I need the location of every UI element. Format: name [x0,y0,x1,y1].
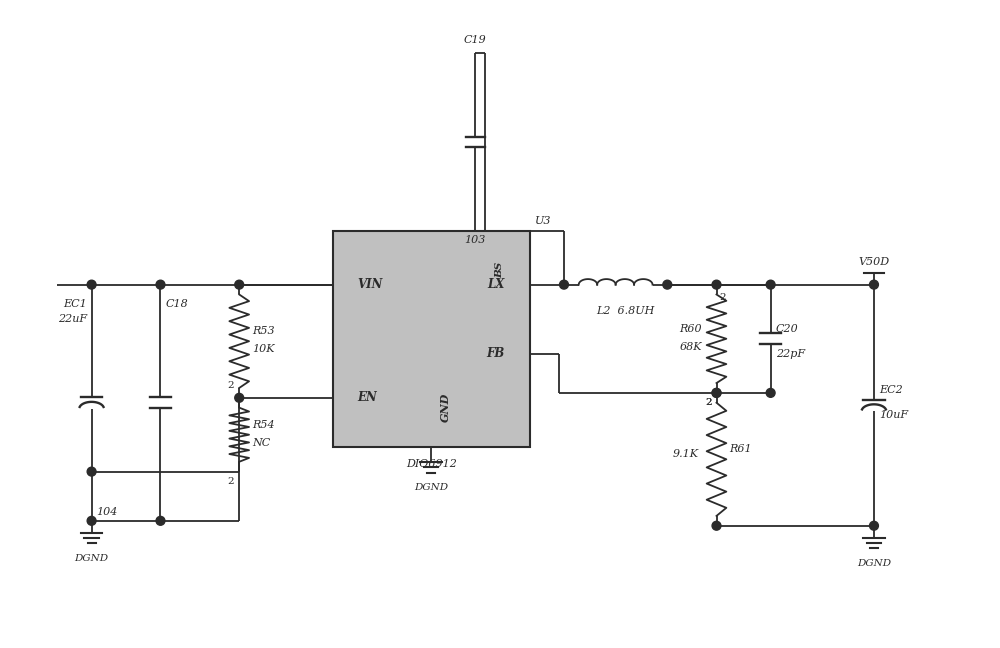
Circle shape [663,280,672,289]
Text: 2: 2 [228,476,234,485]
Text: 22pF: 22pF [776,349,805,358]
Circle shape [156,516,165,526]
Text: VIN: VIN [357,278,383,291]
Text: C18: C18 [165,299,188,309]
Text: R60: R60 [679,324,702,334]
Text: R54: R54 [252,420,275,430]
Text: V50D: V50D [858,257,890,267]
Text: EC1: EC1 [63,299,87,309]
Text: DGND: DGND [414,483,448,492]
Text: 104: 104 [97,507,118,517]
Text: 103: 103 [465,235,486,246]
Circle shape [870,280,878,289]
Circle shape [712,280,721,289]
Text: 10uF: 10uF [879,410,908,420]
Circle shape [156,280,165,289]
Text: L2  6.8UH: L2 6.8UH [596,307,655,316]
Circle shape [235,393,244,402]
Text: EN: EN [357,391,377,404]
Text: R61: R61 [729,445,752,454]
Text: 68K: 68K [679,341,702,352]
Text: GND: GND [440,393,451,422]
Circle shape [87,516,96,526]
Text: 9.1K: 9.1K [672,450,698,459]
Text: BS: BS [496,262,505,278]
Text: DGND: DGND [857,559,891,568]
Text: 2: 2 [705,398,712,407]
Text: C19: C19 [464,36,487,45]
Circle shape [87,280,96,289]
Circle shape [766,280,775,289]
Text: LX: LX [488,278,505,291]
Circle shape [766,388,775,397]
Text: 2: 2 [705,398,712,407]
Text: 22uF: 22uF [58,314,87,324]
Text: 2: 2 [228,381,234,390]
Circle shape [235,280,244,289]
Circle shape [560,280,568,289]
Text: DGND: DGND [75,554,109,562]
Text: U3: U3 [534,216,551,226]
Circle shape [712,388,721,397]
Text: FB: FB [487,347,505,360]
Text: NC: NC [252,437,270,448]
Text: EC2: EC2 [879,386,903,395]
Circle shape [712,521,721,530]
Text: C20: C20 [776,324,798,334]
Text: DIO6912: DIO6912 [406,459,457,469]
Text: 10K: 10K [252,344,275,354]
Circle shape [87,467,96,476]
Bar [333,231,530,447]
Circle shape [712,388,721,397]
Circle shape [870,521,878,530]
Text: 2: 2 [719,292,726,301]
Text: R53: R53 [252,327,275,336]
